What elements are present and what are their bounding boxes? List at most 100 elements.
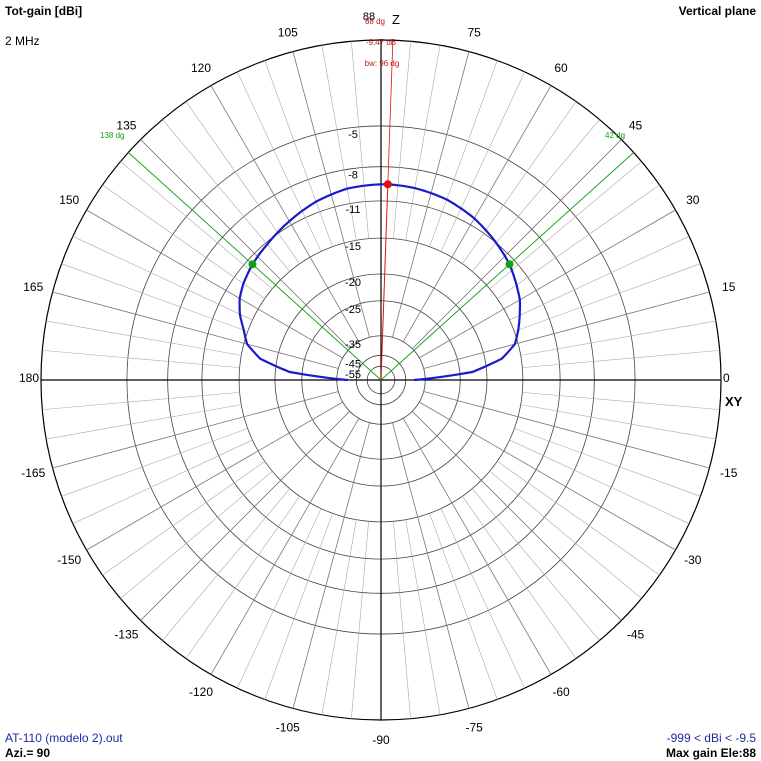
angle-label: -45 xyxy=(627,628,645,642)
minor-spoke xyxy=(509,236,690,321)
minor-spoke xyxy=(522,392,720,410)
max-gain-dot xyxy=(383,180,392,189)
azimuth-label: Azi.= 90 xyxy=(5,746,51,760)
minor-spoke xyxy=(46,404,242,440)
angle-label: -105 xyxy=(276,721,300,735)
major-spoke xyxy=(411,410,622,621)
minor-spoke xyxy=(471,488,600,641)
minor-spoke xyxy=(162,488,291,641)
minor-spoke xyxy=(520,404,716,440)
left-half-power-label: 138 dg xyxy=(100,131,124,140)
minor-spoke xyxy=(462,496,577,659)
minor-spoke xyxy=(351,521,369,719)
right-half-power-label: 42 dg xyxy=(605,131,625,140)
minor-spoke xyxy=(429,513,498,700)
radial-label: -5 xyxy=(348,129,358,141)
angle-label: 135 xyxy=(116,118,136,132)
major-spoke xyxy=(210,418,360,675)
minor-spoke xyxy=(237,508,322,689)
minor-spoke xyxy=(102,461,265,576)
angle-label: 105 xyxy=(278,25,298,39)
radial-label: -35 xyxy=(345,339,361,351)
angle-label: -135 xyxy=(114,628,138,642)
major-spoke xyxy=(52,391,339,469)
radiation-pattern xyxy=(238,183,522,382)
major-spoke xyxy=(392,422,470,709)
major-spoke xyxy=(423,391,710,469)
major-spoke xyxy=(423,291,710,369)
angle-label-top: 88 xyxy=(363,11,375,23)
minor-spoke xyxy=(393,41,411,239)
minor-spoke xyxy=(321,519,357,715)
minor-spoke xyxy=(509,439,690,524)
minor-spoke xyxy=(61,428,248,497)
minor-spoke xyxy=(489,470,642,599)
minor-spoke xyxy=(489,161,642,290)
major-spoke xyxy=(86,401,343,551)
file-name: AT-110 (modelo 2).out xyxy=(5,731,123,745)
plot-title: Tot-gain [dBi] xyxy=(5,4,83,18)
angle-label: 120 xyxy=(191,61,211,75)
major-spoke xyxy=(411,139,622,350)
angle-label: -120 xyxy=(189,685,213,699)
major-spoke xyxy=(86,209,343,359)
beamwidth-label: bw: 96 dg xyxy=(365,59,400,68)
major-spoke xyxy=(292,422,370,709)
minor-spoke xyxy=(72,236,253,321)
angle-labels: 0 15 30 45 60 75 105 120 135 150 165 180 -165 -150 -13… xyxy=(19,11,738,747)
z-axis-label: Z xyxy=(392,12,400,27)
minor-spoke xyxy=(522,350,720,368)
minor-spoke xyxy=(42,350,240,368)
major-spoke xyxy=(419,401,676,551)
angle-label: 30 xyxy=(686,193,700,207)
major-spoke xyxy=(402,85,552,342)
minor-spoke xyxy=(185,101,300,264)
minor-spoke xyxy=(497,461,660,576)
grid-spokes xyxy=(42,41,720,719)
angle-label: -60 xyxy=(552,685,570,699)
radial-label: -8 xyxy=(348,170,358,182)
major-spoke xyxy=(52,291,339,369)
minor-spoke xyxy=(520,320,716,356)
half-power-dot xyxy=(248,260,257,269)
major-spoke xyxy=(392,51,470,338)
minor-spoke xyxy=(46,320,242,356)
max-gain-line xyxy=(380,184,389,381)
radial-label: -20 xyxy=(345,277,361,289)
minor-spoke xyxy=(321,45,357,241)
minor-spoke xyxy=(514,263,701,332)
minor-spoke xyxy=(264,513,333,700)
minor-spoke xyxy=(42,392,240,410)
marker-labels: 88 dg -9.47 dB bw: 96 dg 138 dg 42 dg Z … xyxy=(100,12,743,409)
max-gain-extension xyxy=(387,40,394,185)
frequency-label: 2 MHz xyxy=(5,34,40,48)
angle-label: 60 xyxy=(554,61,568,75)
gain-range: -999 < dBi < -9.5 xyxy=(666,731,756,745)
xy-axis-label: XY xyxy=(725,394,743,409)
half-power-dot xyxy=(505,260,514,269)
radial-labels: -5 -8 -11 -15 -20 -25 -35 -45-55 xyxy=(345,129,361,381)
minor-spoke xyxy=(405,45,441,241)
minor-spoke xyxy=(162,119,291,272)
major-spoke xyxy=(402,418,552,675)
minor-spoke xyxy=(393,521,411,719)
radial-label: -45 xyxy=(345,358,361,370)
radial-label: -55 xyxy=(345,369,361,381)
radial-label: -25 xyxy=(345,304,361,316)
minor-spoke xyxy=(497,184,660,299)
plane-title: Vertical plane xyxy=(678,4,756,18)
angle-label: 180 xyxy=(19,371,39,385)
major-spoke xyxy=(419,209,676,359)
minor-spoke xyxy=(264,60,333,247)
pattern-layer xyxy=(238,40,522,382)
major-spoke xyxy=(140,410,351,621)
max-angle-label: 88 dg xyxy=(365,17,385,26)
angle-label: 45 xyxy=(629,118,643,132)
minor-spoke xyxy=(61,263,248,332)
angle-label: -165 xyxy=(21,466,45,480)
minor-spoke xyxy=(72,439,253,524)
minor-spoke xyxy=(120,161,273,290)
angle-label: 150 xyxy=(59,193,79,207)
minor-spoke xyxy=(440,508,525,689)
